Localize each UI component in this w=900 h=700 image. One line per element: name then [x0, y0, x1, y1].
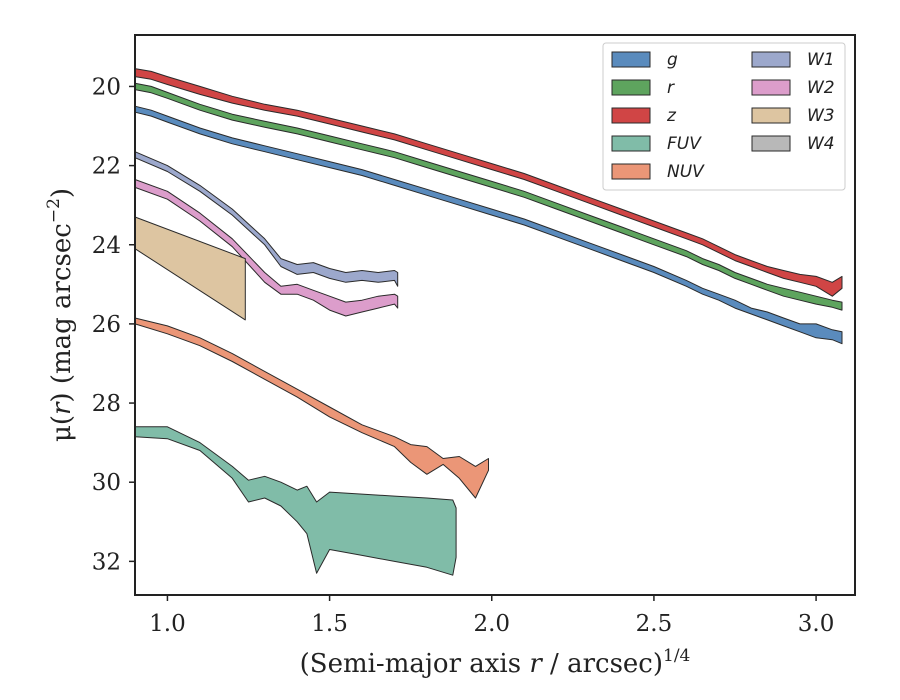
- band-fuv: [134, 426, 457, 576]
- legend-swatch-fuv: [611, 135, 651, 152]
- band-w2: [134, 179, 399, 317]
- legend-swatch-g: [611, 51, 651, 68]
- y-tick-label: 20: [92, 74, 121, 100]
- legend-label-w4: W4: [807, 134, 835, 154]
- legend-label-w1: W1: [807, 50, 835, 70]
- y-tick-label: 30: [92, 470, 121, 496]
- y-axis-ticks: 20 22 24 26 28 30 32: [92, 74, 135, 575]
- band-g: [134, 105, 843, 345]
- y-tick-label: 32: [92, 549, 121, 575]
- x-axis-label: (Semi-major axis r / arcsec)1/4: [300, 646, 691, 679]
- legend-label-nuv: NUV: [667, 162, 705, 182]
- legend-label-w2: W2: [807, 78, 835, 98]
- band-nuv: [134, 317, 489, 499]
- legend-label-fuv: FUV: [667, 134, 702, 154]
- legend-swatch-z: [611, 107, 651, 124]
- x-tick-label: 1.5: [311, 611, 348, 637]
- y-tick-label: 24: [92, 233, 121, 259]
- x-tick-label: 1.0: [149, 611, 186, 637]
- plot-frame: [134, 34, 856, 596]
- x-tick-label: 2.0: [473, 611, 510, 637]
- legend-swatch-w1: [751, 51, 791, 68]
- x-axis-ticks: 1.0 1.5 2.0 2.5 3.0: [149, 595, 834, 637]
- legend-label-z: z: [666, 106, 677, 126]
- band-w1: [134, 151, 399, 287]
- legend-label-g: g: [667, 50, 678, 70]
- y-tick-label: 22: [92, 154, 121, 180]
- y-tick-label: 26: [92, 312, 121, 338]
- band-w3: [134, 216, 246, 321]
- legend-swatch-nuv: [611, 163, 651, 180]
- y-tick-label: 28: [92, 391, 121, 417]
- legend-swatch-w2: [751, 79, 791, 96]
- legend-swatch-r: [611, 79, 651, 96]
- x-tick-label: 3.0: [798, 611, 835, 637]
- legend-swatch-w3: [751, 107, 791, 124]
- legend-swatch-w4: [751, 135, 791, 152]
- x-tick-label: 2.5: [636, 611, 673, 637]
- band-r: [134, 82, 843, 311]
- legend-label-w3: W3: [807, 106, 835, 126]
- y-axis-label: μ(r) (mag arcsec−2): [44, 188, 77, 442]
- legend-label-r: r: [667, 78, 675, 98]
- band-z: [134, 68, 843, 297]
- legend: grz FUV NUV W1 W2 W3 W4: [602, 42, 846, 191]
